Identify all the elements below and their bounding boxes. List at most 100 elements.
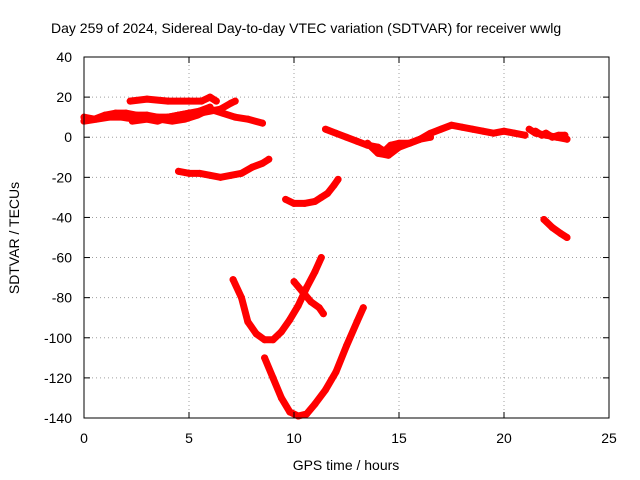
data-point [563, 234, 571, 241]
data-point [542, 129, 550, 137]
data-point [227, 171, 235, 179]
y-tick-label: -60 [52, 250, 72, 266]
data-point [359, 304, 367, 312]
y-tick-label: 0 [64, 129, 72, 145]
x-tick-labels: 0 5 10 15 20 25 [80, 430, 617, 446]
y-tick-label: 40 [56, 49, 72, 65]
data-point [143, 95, 151, 103]
data-point [427, 133, 434, 141]
data-point [500, 127, 508, 135]
data-point [448, 121, 455, 129]
data-point [175, 167, 182, 175]
series-arc-12 [229, 254, 325, 344]
x-tick-label: 20 [496, 430, 512, 446]
data-point [248, 163, 256, 171]
series-arc-5 [175, 155, 273, 181]
data-point [93, 115, 101, 123]
data-point [406, 139, 413, 147]
data-point [217, 173, 224, 181]
series-arc-8 [364, 133, 434, 159]
data-point [525, 125, 533, 133]
data-point [301, 199, 308, 207]
data-point [437, 125, 445, 133]
data-point [322, 386, 329, 394]
data-point [282, 195, 290, 203]
data-point [317, 193, 325, 201]
data-point [317, 254, 325, 262]
series-arc-10 [532, 127, 569, 141]
y-tick-label: -40 [52, 209, 72, 225]
data-point [290, 278, 298, 286]
series-arc-4 [128, 97, 239, 125]
data-point [265, 155, 273, 163]
series-arc-11 [540, 215, 571, 241]
data-point [548, 223, 556, 231]
data-point [143, 115, 151, 123]
data-point [294, 302, 302, 310]
data-point [277, 328, 285, 336]
data-point [364, 139, 371, 147]
data-point [261, 354, 269, 362]
data-point [557, 229, 565, 237]
data-point [353, 137, 361, 145]
plot-frame [83, 56, 610, 419]
data-point [259, 159, 266, 167]
data-series [80, 93, 571, 420]
data-point [185, 97, 193, 105]
data-point [548, 133, 556, 141]
data-point [128, 117, 136, 125]
data-point [196, 169, 203, 177]
y-tick-label: -120 [44, 370, 72, 386]
data-point [324, 189, 332, 197]
series-arc-6 [282, 175, 342, 207]
x-tick-label: 0 [80, 430, 88, 446]
grid-lines [84, 57, 609, 418]
data-point [322, 125, 329, 133]
data-point [259, 119, 266, 127]
data-point [175, 111, 182, 119]
data-point [385, 151, 392, 159]
data-point [311, 197, 319, 205]
data-point [469, 125, 476, 133]
data-point [185, 109, 193, 117]
data-point [231, 97, 239, 105]
data-point [343, 342, 350, 350]
data-point [353, 318, 361, 326]
data-point [269, 374, 277, 382]
data-point [330, 181, 338, 189]
data-point [212, 97, 220, 105]
data-point [231, 113, 239, 121]
y-tick-label: -140 [44, 410, 72, 426]
data-point [540, 215, 548, 223]
data-point [277, 394, 285, 402]
x-axis-label: GPS time / hours [293, 457, 400, 473]
data-point [269, 336, 277, 344]
series-arc-3 [126, 93, 220, 105]
y-tick-labels: -140 -120 -100 -80 -60 -40 -20 0 20 40 [44, 49, 72, 426]
data-point [315, 304, 323, 312]
data-point [164, 97, 172, 105]
data-point [244, 318, 252, 326]
data-point [185, 169, 193, 177]
data-point [458, 123, 466, 131]
data-point [238, 294, 245, 302]
y-tick-label: -80 [52, 290, 72, 306]
data-point [319, 310, 327, 318]
data-point [206, 171, 214, 179]
data-point [298, 288, 306, 296]
x-tick-label: 10 [286, 430, 302, 446]
data-point [387, 141, 395, 149]
series-line [540, 215, 571, 241]
data-point [311, 268, 319, 276]
data-point [198, 97, 206, 105]
y-axis-label: SDTVAR / TECUs [6, 182, 22, 294]
data-point [416, 135, 424, 143]
data-point [118, 113, 126, 121]
data-point [303, 410, 311, 418]
y-tick-label: -20 [52, 169, 72, 185]
series-line [175, 155, 273, 181]
data-point [126, 97, 134, 105]
data-point [164, 113, 172, 121]
chart-title: Day 259 of 2024, Sidereal Day-to-day VTE… [51, 20, 561, 36]
